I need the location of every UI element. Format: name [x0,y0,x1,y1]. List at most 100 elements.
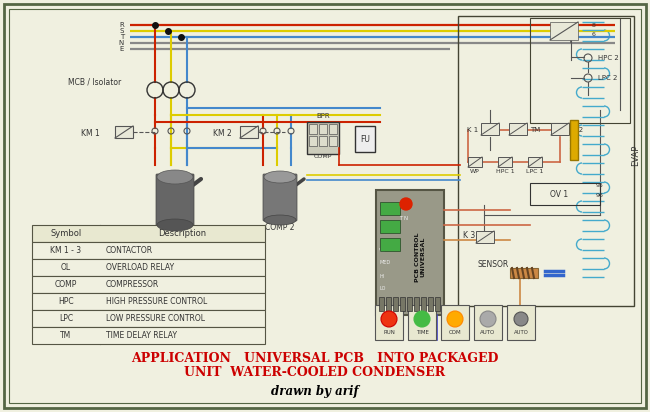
Bar [386,297,391,311]
Bar [509,123,527,135]
Text: 8: 8 [592,23,596,28]
Text: MCB / Isolator: MCB / Isolator [68,77,122,87]
Circle shape [447,311,463,327]
Text: MED: MED [379,260,390,265]
Text: SENSOR: SENSOR [478,260,509,269]
Text: FU: FU [360,136,370,145]
Text: LPC 1: LPC 1 [526,169,543,174]
Bar [530,18,630,123]
Circle shape [514,312,528,326]
Text: BPR: BPR [316,113,330,119]
Text: COMP: COMP [55,280,77,289]
Circle shape [414,311,430,327]
Bar [530,183,600,205]
Text: APPLICATION   UNIVERSAL PCB   INTO PACKAGED: APPLICATION UNIVERSAL PCB INTO PACKAGED [131,351,499,365]
Text: CONTACTOR: CONTACTOR [106,246,153,255]
Text: HPC 1: HPC 1 [496,169,514,174]
Bar [510,268,538,278]
Text: TIME: TIME [415,330,428,335]
Text: KM 1: KM 1 [81,129,100,138]
Text: LPC 2: LPC 2 [598,75,618,81]
Bar [468,157,482,167]
Bar [32,310,265,327]
Text: LOW PRESSURE CONTROL: LOW PRESSURE CONTROL [106,314,205,323]
Bar [309,136,317,146]
FancyBboxPatch shape [156,174,194,226]
Text: E: E [120,46,124,52]
Bar [435,297,440,311]
Bar [240,126,258,138]
Text: COMP: COMP [314,154,332,159]
Bar [421,297,426,311]
Bar [309,124,317,134]
Bar [379,297,384,311]
Text: COMP 2: COMP 2 [265,223,294,232]
Bar [550,22,578,40]
Circle shape [381,311,397,327]
Text: HPC: HPC [58,297,74,306]
Text: HIGH PRESSURE CONTROL: HIGH PRESSURE CONTROL [106,297,207,306]
Bar [481,123,499,135]
Bar [428,297,433,311]
Bar [32,259,265,276]
Text: EVAP: EVAP [632,144,640,166]
Ellipse shape [264,215,296,225]
Text: OVERLOAD RELAY: OVERLOAD RELAY [106,263,174,272]
Text: K 2: K 2 [572,127,583,133]
Text: HI: HI [379,274,384,279]
Text: 95: 95 [596,183,604,188]
Bar [376,190,444,315]
Text: KM 1 - 3: KM 1 - 3 [51,246,81,255]
Ellipse shape [264,171,296,183]
Text: AUTO: AUTO [480,330,495,335]
Bar [528,157,542,167]
Text: COMPRESSOR: COMPRESSOR [106,280,159,289]
Text: drawn by arif: drawn by arif [271,386,359,398]
Bar [474,305,502,340]
Text: LPC: LPC [59,314,73,323]
Text: VK: VK [379,248,385,253]
Bar [32,293,265,310]
Text: R: R [119,22,124,28]
Bar [375,305,403,340]
Bar [319,136,327,146]
Bar [507,305,535,340]
Bar [307,122,339,154]
Bar [408,305,436,340]
Ellipse shape [157,219,193,231]
Bar [570,120,578,160]
Text: KM 2: KM 2 [213,129,232,138]
Text: COM: COM [448,330,461,335]
Bar [115,126,133,138]
Bar [32,225,265,242]
Bar [32,276,265,293]
Bar [458,16,634,306]
Bar [407,297,412,311]
Text: 6: 6 [592,32,596,37]
Bar [414,297,419,311]
Text: Description: Description [159,229,207,238]
Bar [380,238,400,251]
Bar [380,220,400,233]
Text: S: S [120,28,124,34]
Bar [441,305,469,340]
Circle shape [480,311,496,327]
Text: N: N [119,40,124,46]
Text: AUTO: AUTO [514,330,528,335]
Bar [400,297,405,311]
Ellipse shape [157,170,193,184]
Bar [380,202,400,215]
Bar [476,231,494,243]
Bar [32,327,265,344]
Text: RUN: RUN [383,330,395,335]
Text: Symbol: Symbol [51,229,82,238]
Text: OL: OL [61,263,71,272]
Text: TIME DELAY RELAY: TIME DELAY RELAY [106,331,177,340]
FancyBboxPatch shape [263,174,297,221]
Text: WP: WP [470,169,480,174]
Text: T N: T N [400,215,409,220]
Bar [32,242,265,259]
Bar [498,157,512,167]
Text: PCB CONTROL
UNIVERSAL: PCB CONTROL UNIVERSAL [415,232,426,282]
Bar [319,124,327,134]
